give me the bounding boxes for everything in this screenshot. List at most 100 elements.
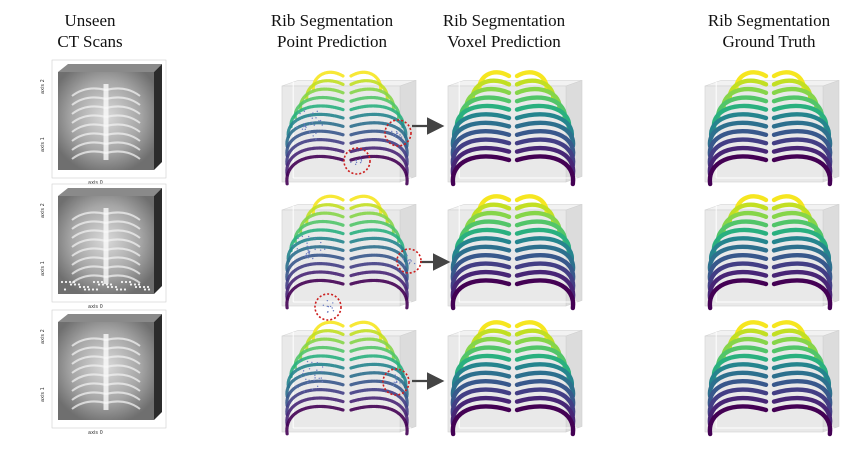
noise-point <box>329 305 332 308</box>
rib-left <box>709 112 769 140</box>
noise-point <box>354 163 357 166</box>
noise-point <box>395 132 398 135</box>
point-box-row-3 <box>281 320 417 436</box>
rib-right <box>514 370 576 399</box>
noise-point <box>407 259 410 261</box>
header-ct-line2: CT Scans <box>57 32 123 51</box>
rib-right <box>771 154 833 187</box>
ct-table-artifact <box>72 280 76 284</box>
rib-left <box>450 145 512 177</box>
noise-point <box>332 302 334 304</box>
rib-left <box>450 404 512 437</box>
ct-spine <box>103 334 109 410</box>
noise-point <box>320 241 322 244</box>
box-top-face <box>281 80 417 87</box>
rib-left <box>707 261 769 292</box>
ct-rib-shadow <box>71 150 107 160</box>
ct-table-artifact <box>120 280 124 284</box>
noise-point <box>308 368 311 370</box>
rib-right <box>514 395 576 427</box>
ct-rib-shadow <box>71 220 107 230</box>
voxel-ribcage-row-3 <box>450 320 576 437</box>
noise-point <box>303 390 305 392</box>
rib-left <box>285 245 345 272</box>
noise-point <box>307 251 309 254</box>
noise-point <box>350 161 352 163</box>
rib-right <box>349 320 383 342</box>
ct-rib-shadow <box>71 141 107 151</box>
rib-left <box>709 236 769 264</box>
ct-table-artifact <box>129 283 133 286</box>
rib-left <box>285 154 345 186</box>
ct-rib-shadow <box>105 141 141 151</box>
noise-point <box>304 128 307 131</box>
rib-left <box>707 404 769 437</box>
gt-ribcage-row-2 <box>707 194 833 311</box>
noise-point <box>321 370 323 373</box>
rib-right <box>514 236 574 264</box>
rib-right <box>349 404 409 436</box>
noise-point <box>309 123 311 126</box>
ct-table-artifact <box>143 288 147 291</box>
rib-right <box>349 371 409 398</box>
rib-left <box>286 236 345 263</box>
rib-left <box>285 270 345 301</box>
noise-point <box>327 305 330 308</box>
rib-left <box>707 269 769 301</box>
ct-rib-shadow <box>105 150 141 160</box>
rib-left <box>311 320 345 342</box>
ct-rib-shadow <box>105 364 141 374</box>
rib-left <box>311 70 345 92</box>
ct-rib-shadow <box>105 87 141 97</box>
rib-right <box>514 278 576 311</box>
ct-table-artifact <box>83 288 87 291</box>
rib-left <box>452 112 512 140</box>
noise-point <box>321 124 323 126</box>
ct-table-artifact <box>100 280 104 284</box>
ct-table-artifact <box>106 285 110 289</box>
rib-right <box>514 362 574 390</box>
rib-left <box>450 370 512 399</box>
rib-left <box>450 269 512 301</box>
rib-left <box>707 145 769 177</box>
rib-right <box>349 388 409 417</box>
ct-table-artifact <box>92 280 96 284</box>
noise-point <box>312 112 314 114</box>
rib-left <box>285 379 345 408</box>
rib-left <box>707 253 769 282</box>
rib-left <box>707 278 769 311</box>
ct-table-artifact <box>86 285 90 289</box>
ct-scan-1: axis 0 axis 1 axis 2 <box>40 59 167 186</box>
noise-point <box>316 385 319 388</box>
ct-rib-shadow <box>105 211 141 221</box>
rib-left <box>450 379 512 408</box>
noise-point <box>399 134 401 136</box>
gt-box-row-2 <box>704 194 840 311</box>
rib-right <box>514 145 576 177</box>
ct-rib-shadow <box>71 364 107 374</box>
rib-right <box>514 253 576 282</box>
error-circle-4 <box>314 293 342 321</box>
error-circles <box>314 119 422 396</box>
ct-axis-label: axis 0 <box>88 304 103 310</box>
noise-point <box>319 119 322 122</box>
noise-point <box>312 135 314 137</box>
rib-right <box>771 145 833 177</box>
noise-point <box>313 379 315 382</box>
noise-point <box>311 388 314 390</box>
ct-rib-shadow <box>105 382 141 392</box>
ct-volume-top <box>58 188 162 196</box>
ct-rib-shadow <box>105 114 141 124</box>
rib-left <box>311 194 345 216</box>
gt-ribcage-row-1 <box>707 70 833 187</box>
error-noise-points <box>392 374 401 387</box>
ct-rib-shadow <box>71 238 107 248</box>
error-circle-3 <box>396 248 422 274</box>
ct-rib-shadow <box>105 337 141 347</box>
noise-point <box>406 254 408 257</box>
noise-point <box>305 126 307 128</box>
noise-point <box>410 260 412 262</box>
ct-rib-shadow <box>71 391 107 401</box>
ct-axes-frame <box>51 183 167 303</box>
